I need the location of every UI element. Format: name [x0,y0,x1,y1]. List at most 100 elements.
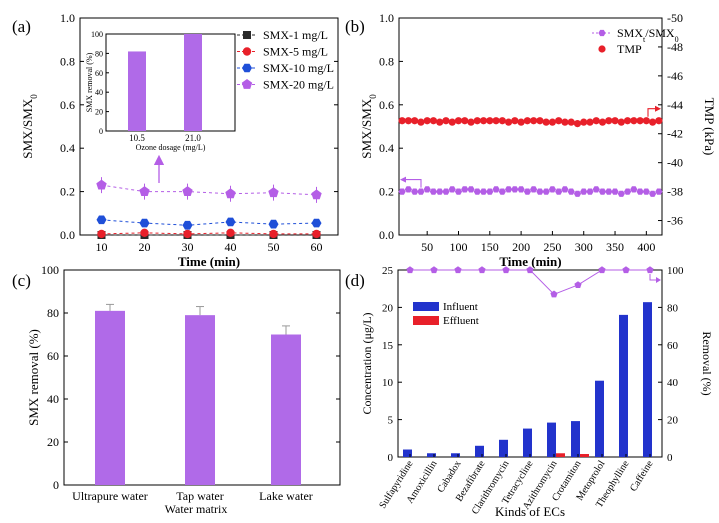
b-point-tmp [442,117,450,125]
panel-c-label: (c) [12,271,31,290]
a-point-3 [268,187,279,198]
b-ytick-right-label: -42 [667,127,683,141]
a-point-1 [183,229,192,239]
b-point-tmp [548,118,557,126]
b-point-smx [580,188,588,195]
b-left-axis-arrowhead [400,176,406,183]
b-point-tmp [630,117,638,125]
d-ytick-label: 15 [382,340,394,352]
b-y-axis-title: SMX/SMX0 [359,94,378,159]
b-point-tmp [655,117,663,125]
b-point-tmp [573,120,582,128]
b-xtick-label: 250 [543,240,561,254]
inset-x-axis-title: Ozone dosage (mg/L) [136,143,206,152]
inset-ytick-label: 60 [95,69,103,78]
b-point-tmp [642,117,650,125]
c-y-axis-title: SMX removal (%) [26,329,41,426]
inset-ytick-label: 0 [99,127,103,136]
b-point-smx [517,186,525,193]
b-point-smx [498,188,506,195]
b-point-smx [586,188,594,195]
b-point-smx [573,190,582,197]
panel-a-chart: 0.0 0.2 0.4 0.6 0.8 1.0 10 20 30 40 50 60 Time (min)… [20,11,339,269]
a-ytick-label: 0.4 [60,141,75,155]
b-point-tmp [454,117,463,125]
a-legend-label: SMX-10 mg/L [263,61,334,75]
b-xtick-label: 350 [606,240,624,254]
a-series-line-2 [101,219,317,226]
a-point-1 [226,228,235,238]
a-xtick-label: 30 [182,240,194,254]
b-point-smx [473,188,481,195]
a-point-3 [139,186,150,196]
inset-bar [128,51,146,131]
b-left-axis-indicator [402,179,422,188]
c-xtick-label: Ultrapure water [72,489,148,503]
b-point-smx [404,186,412,193]
a-point-2 [182,220,193,230]
b-point-smx [417,188,425,195]
d-bar-influent [619,314,628,457]
d-ytick-right-label: 80 [667,302,679,314]
b-point-tmp [580,118,588,126]
b-xtick-label: 400 [637,240,655,254]
d-removal-point [646,266,654,274]
c-xtick-label: Tap water [176,489,223,503]
a-point-1 [312,229,321,239]
a-xtick-label: 10 [96,240,108,254]
b-point-tmp [542,118,550,126]
c-bar [185,315,215,485]
b-point-tmp [486,117,494,125]
d-bar-influent [643,302,652,457]
d-ytick-right-label: 60 [667,340,679,352]
b-point-smx [505,186,513,193]
a-xtick-label: 60 [311,240,323,254]
a-x-axis-title: Time (min) [178,254,240,269]
b-point-tmp [523,117,531,125]
d-ytick-label: 5 [388,415,394,427]
a-point-1 [140,228,149,238]
panel-a-axes-frame [79,17,339,236]
a-ytick-label: 0.8 [60,54,75,68]
b-xtick-label: 50 [421,240,433,254]
inset-ytick-label: 40 [95,88,103,97]
c-ytick-label: 40 [47,392,59,406]
b-point-smx [442,188,450,195]
panel-a-label: (a) [12,17,31,36]
b-point-smx [523,188,531,195]
a-point-3 [182,186,193,196]
b-point-tmp [536,117,544,125]
b-ytick-label: 1.0 [379,11,394,25]
c-ytick-label: 80 [47,306,59,320]
d-legend-swatch-effluent [413,316,439,325]
a-point-2 [311,218,322,228]
d-ytick-right-label: 40 [667,377,679,389]
inset-frame [105,33,236,132]
b-point-tmp [598,118,607,126]
b-point-tmp [467,118,475,126]
panel-c-chart: 0 20 40 60 80 100 Ultrapure water Tap water Lake… [26,263,341,516]
b-ytick-right-label: -36 [667,214,683,228]
b-point-tmp [436,118,444,126]
panel-b-axes-frame [398,17,663,236]
b-point-smx [429,188,437,195]
a-xtick-label: 40 [225,240,237,254]
a-legend-marker [241,79,253,89]
a-legend-label: SMX-5 mg/L [263,45,328,59]
b-point-tmp [555,117,563,125]
d-bar-influent [547,422,556,457]
b-point-smx [448,186,456,193]
c-x-axis-title: Water matrix [165,502,228,516]
b-point-smx [436,188,444,195]
a-ytick-label: 0.0 [60,228,75,242]
c-bar [271,334,301,485]
b-point-smx [567,188,575,195]
d-bar-effluent [580,454,589,457]
a-point-3 [225,188,236,199]
b-point-tmp [511,117,519,125]
inset-bar [184,34,202,131]
d-bar-influent [451,453,460,457]
b-ytick-label: 0.8 [379,54,394,68]
a-point-2 [96,215,107,225]
b-point-tmp [429,117,438,125]
